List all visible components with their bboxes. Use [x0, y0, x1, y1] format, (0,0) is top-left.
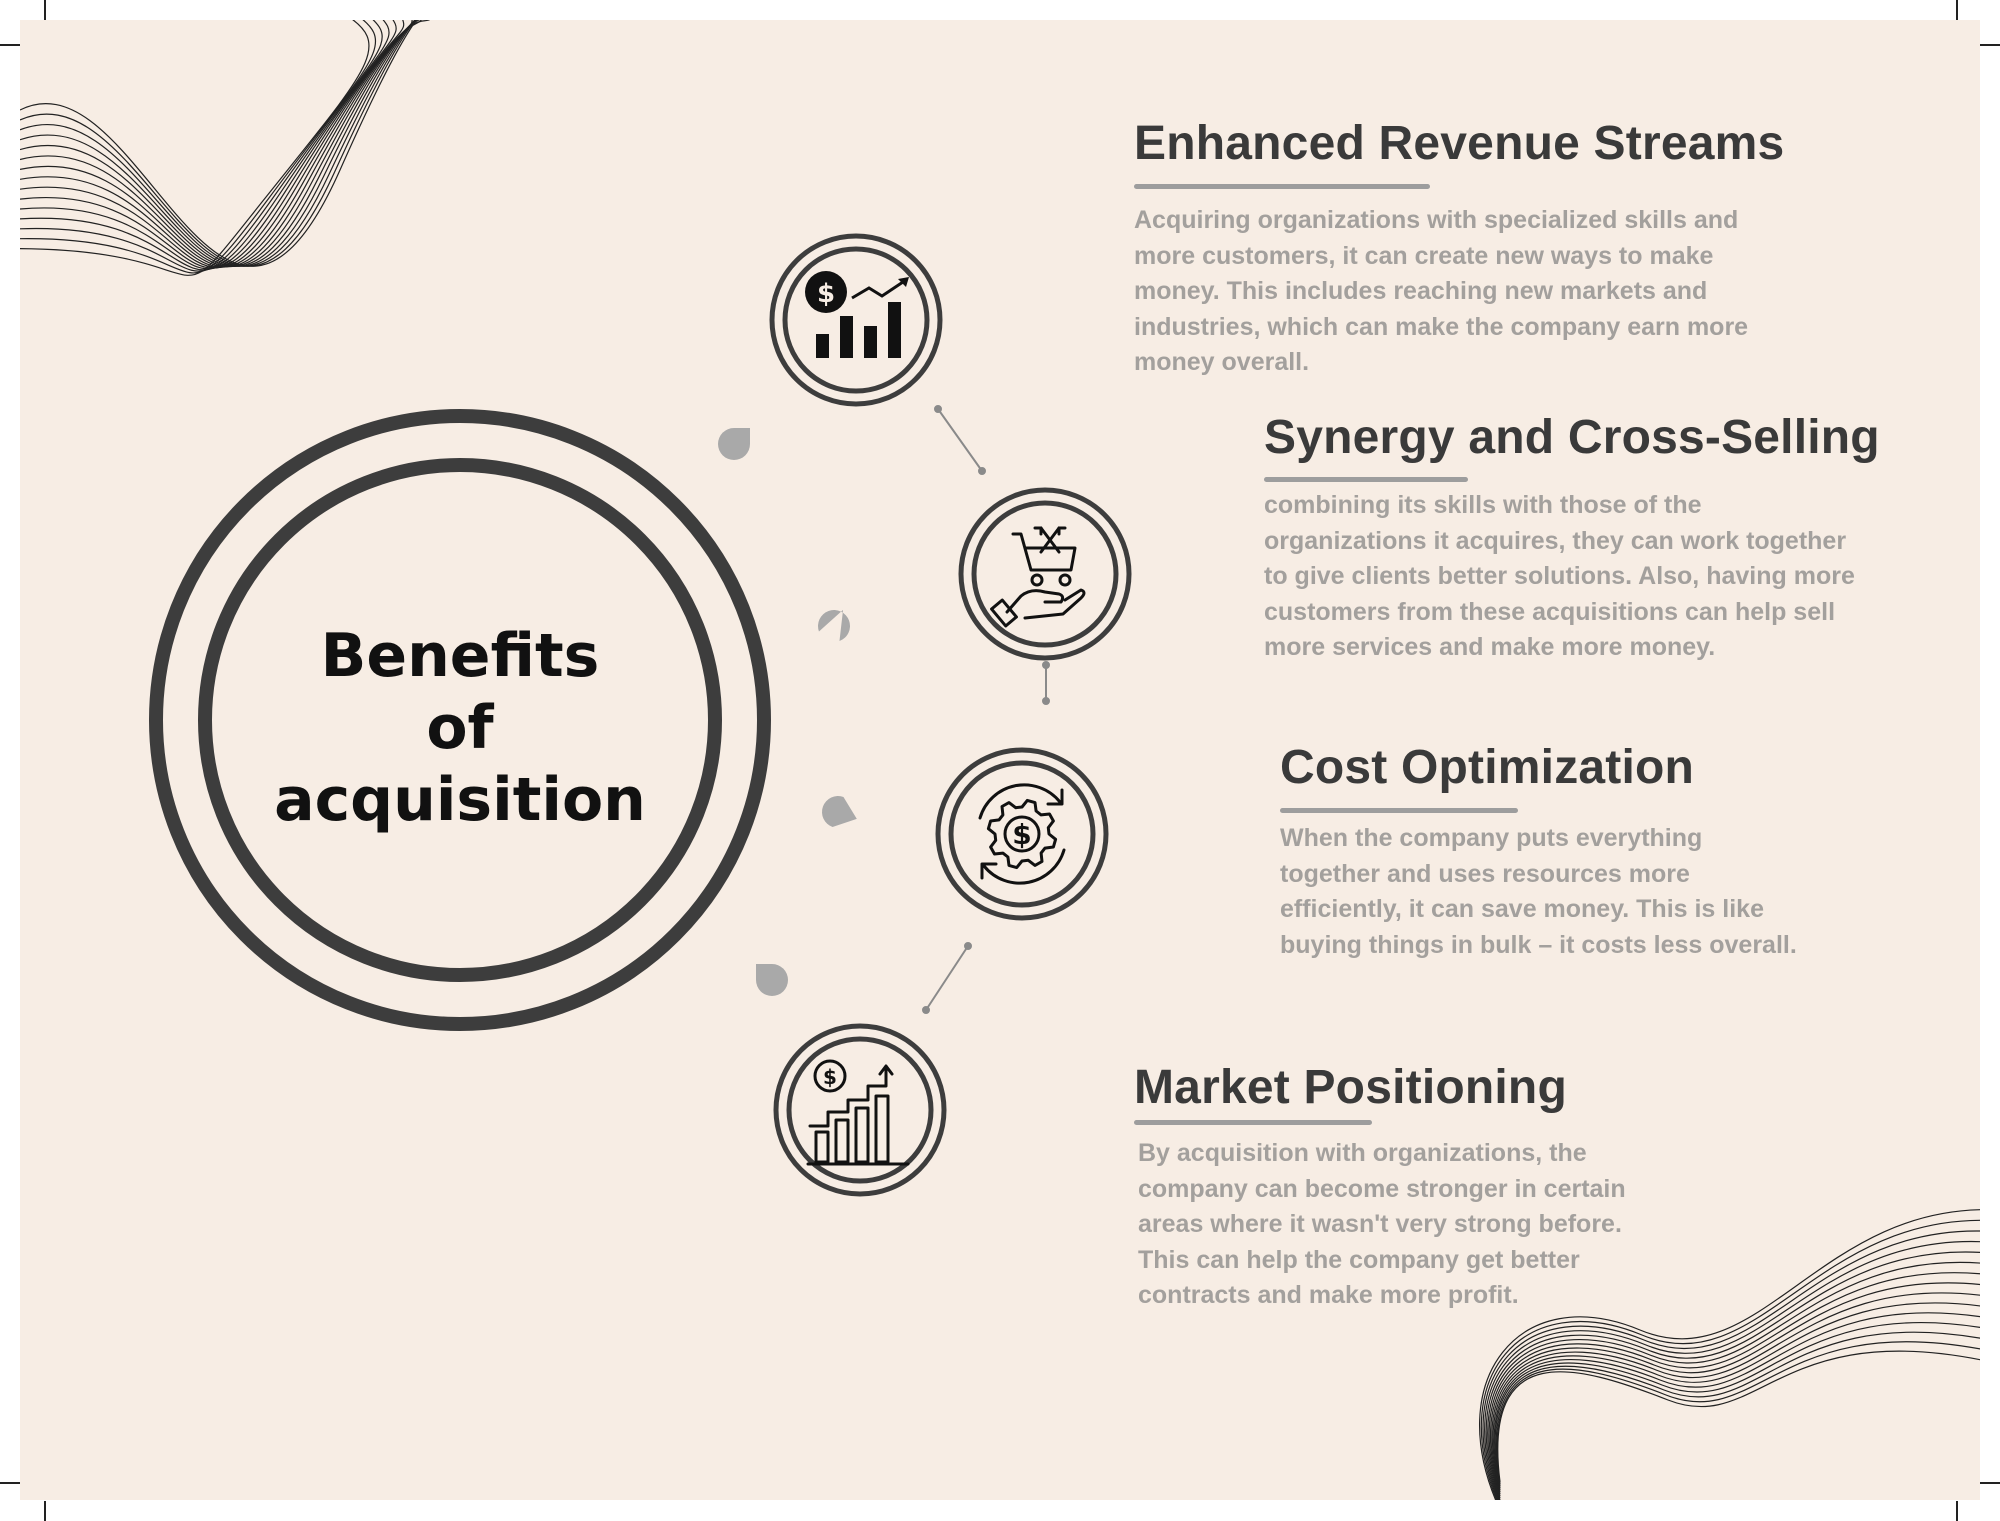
- wave-line: [20, 20, 397, 270]
- section-body: combining its skills with those of the o…: [1264, 491, 1855, 661]
- title-underline: [1280, 808, 1518, 813]
- wave-line: [20, 20, 383, 272]
- title-underline: [1134, 1120, 1372, 1125]
- teardrop-dot: [822, 796, 857, 828]
- crop-mark: [44, 1501, 46, 1521]
- main-title: Benefits of acquisition: [245, 620, 675, 836]
- crop-mark: [44, 0, 46, 20]
- teardrop-dot: [756, 964, 788, 996]
- gear-outline: [986, 798, 1058, 870]
- section-body: Acquiring organizations with specialized…: [1134, 206, 1749, 376]
- cart-hand-icon: [958, 487, 1132, 661]
- wave-line: [1496, 1341, 1980, 1485]
- wave-lines-decoration: [20, 20, 431, 276]
- wave-line: [20, 20, 422, 268]
- section-title: Enhanced Revenue Streams: [1134, 117, 1785, 170]
- wave-line: [1489, 1282, 1980, 1497]
- wave-line: [1492, 1302, 1980, 1493]
- crop-mark: [1956, 1501, 1958, 1521]
- teardrop-dot: [818, 609, 850, 642]
- wave-line: [1497, 1350, 1980, 1483]
- main-title-line: acquisition: [274, 765, 646, 835]
- wave-line: [20, 20, 418, 267]
- crop-mark: [0, 1482, 20, 1484]
- crop-mark: [0, 44, 20, 46]
- wave-line: [20, 20, 431, 268]
- section-body: When the company puts everything togethe…: [1280, 824, 1797, 959]
- section-title: Cost Optimization: [1280, 741, 1695, 794]
- wave-line: [20, 20, 390, 271]
- wave-line: [20, 20, 416, 267]
- crop-mark: [1956, 0, 1958, 20]
- teardrop-dot: [718, 428, 750, 460]
- wave-line: [1491, 1292, 1980, 1495]
- section-body: By acquisition with organizations, the c…: [1138, 1139, 1626, 1309]
- wave-line: [20, 20, 413, 269]
- crop-mark: [1980, 44, 2000, 46]
- wave-line: [20, 20, 377, 274]
- section-title: Synergy and Cross-Selling: [1264, 411, 1880, 464]
- wave-line: [20, 20, 405, 269]
- wave-line: [20, 20, 417, 267]
- title-underline: [1134, 184, 1430, 189]
- wave-line: [1494, 1321, 1980, 1489]
- main-title-line: Benefits: [320, 621, 600, 691]
- wave-line: [20, 20, 421, 268]
- wave-line: [20, 20, 370, 276]
- svg-text:$: $: [817, 279, 835, 309]
- growth-chart-icon: $: [773, 1023, 947, 1197]
- revenue-chart-icon: $: [769, 233, 943, 407]
- crop-mark: [1980, 1482, 2000, 1484]
- infographic-page: Benefits of acquisition $: [20, 20, 1980, 1500]
- svg-text:$: $: [823, 1065, 837, 1089]
- svg-text:$: $: [1012, 818, 1031, 851]
- title-underline: [1264, 477, 1468, 482]
- wave-line: [20, 20, 418, 267]
- section-title: Market Positioning: [1134, 1061, 1567, 1114]
- wave-line: [1495, 1331, 1980, 1487]
- gear-dollar-cycle-icon: $: [935, 747, 1109, 921]
- wave-line: [20, 20, 417, 267]
- main-title-line: of: [426, 693, 494, 763]
- wave-line: [1493, 1312, 1980, 1491]
